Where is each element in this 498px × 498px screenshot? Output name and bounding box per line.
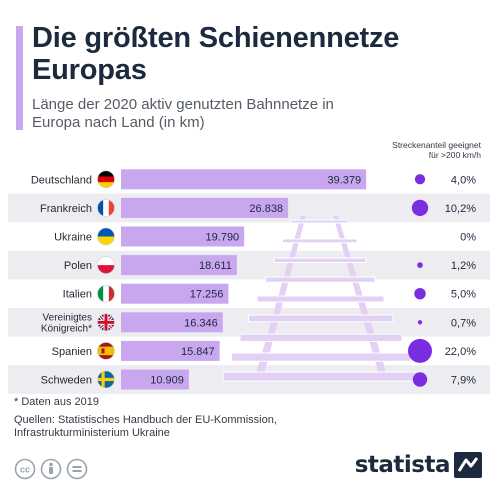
railway-sleeper bbox=[248, 314, 394, 323]
share-percent-label: 22,0% bbox=[445, 346, 476, 358]
flag-poland-icon bbox=[97, 256, 115, 274]
bar bbox=[121, 197, 289, 218]
railway-sleeper bbox=[265, 276, 376, 283]
svg-text:cc: cc bbox=[20, 465, 30, 475]
chart-row: Schweden 10.909 7,9% bbox=[41, 369, 476, 390]
category-label: Polen bbox=[64, 260, 92, 272]
share-percent-label: 0,7% bbox=[451, 317, 476, 329]
footnote: * Daten aus 2019 bbox=[14, 396, 100, 408]
statista-logo[interactable]: statista bbox=[355, 452, 482, 478]
share-percent-label: 0% bbox=[460, 232, 476, 244]
railway-sleeper bbox=[282, 238, 358, 244]
share-bubble bbox=[414, 287, 426, 300]
share-percent-label: 10,2% bbox=[445, 203, 476, 215]
row-band bbox=[8, 308, 490, 337]
chart-row: Vereinigtes Königreich* 16.346 0,7% bbox=[41, 312, 476, 334]
category-label: Frankreich bbox=[40, 203, 92, 215]
railway-sleeper bbox=[256, 295, 385, 303]
bar-value-label: 15.847 bbox=[181, 346, 215, 358]
chart-row: Frankreich 26.838 10,2% bbox=[40, 197, 476, 218]
share-bubble bbox=[414, 174, 426, 185]
category-label: Spanien bbox=[52, 346, 92, 358]
flag-sweden-icon bbox=[97, 371, 115, 388]
railway-sleeper bbox=[290, 219, 349, 224]
title-accent-bar bbox=[16, 26, 23, 130]
category-label: Schweden bbox=[41, 375, 92, 387]
railway-sleeper bbox=[273, 257, 367, 263]
attribution-icon[interactable] bbox=[40, 458, 62, 480]
share-bubble bbox=[417, 320, 423, 325]
railway-track-illustration bbox=[222, 216, 421, 382]
share-percent-label: 4,0% bbox=[451, 174, 476, 186]
category-label: Vereinigtes Königreich* bbox=[41, 312, 92, 334]
share-percent-label: 1,2% bbox=[451, 260, 476, 272]
cc-icon[interactable]: cc bbox=[14, 458, 36, 480]
category-label: Italien bbox=[63, 289, 92, 301]
railway-sleeper bbox=[239, 333, 403, 342]
bar bbox=[121, 283, 229, 304]
flag-spain-icon bbox=[97, 342, 115, 360]
chart-row: Spanien 15.847 22,0% bbox=[52, 338, 476, 363]
bar-value-label: 10.909 bbox=[150, 375, 184, 387]
statista-mark-icon bbox=[454, 452, 482, 478]
share-bubble bbox=[412, 372, 428, 387]
share-header-line2: für >200 km/h bbox=[428, 150, 481, 160]
share-column-header: Streckenanteil geeignet für >200 km/h bbox=[321, 140, 481, 160]
category-label: Deutschland bbox=[31, 174, 92, 186]
bar-value-label: 16.346 bbox=[184, 317, 218, 329]
bar-value-label: 39.379 bbox=[327, 174, 361, 186]
category-label: Ukraine bbox=[54, 232, 92, 244]
railway-sleeper bbox=[222, 371, 421, 382]
chart-row: Ukraine 19.790 0% bbox=[54, 226, 476, 247]
flag-france-icon bbox=[97, 199, 115, 217]
page-subtitle: Länge der 2020 aktiv genutzten Bahnnetze… bbox=[32, 96, 334, 131]
share-bubble bbox=[408, 338, 432, 363]
share-bubble bbox=[417, 262, 423, 268]
chart-rows: Deutschland 39.379 4,0% Frankreich 26.838 10,… bbox=[31, 169, 476, 390]
flag-ukraine-icon bbox=[97, 228, 115, 245]
bar bbox=[121, 169, 367, 190]
chart-row: Polen 18.611 1,2% bbox=[64, 255, 476, 276]
brand-wordmark: statista bbox=[354, 452, 451, 478]
chart-row: Italien 17.256 5,0% bbox=[63, 283, 476, 304]
share-header-line1: Streckenanteil geeignet bbox=[392, 140, 481, 150]
bar-value-label: 19.790 bbox=[206, 232, 240, 244]
bar bbox=[121, 226, 245, 247]
railway-sleeper bbox=[231, 352, 412, 362]
bar bbox=[121, 255, 237, 276]
page-title: Die größten Schienennetze Europas bbox=[32, 22, 400, 86]
source-line: Infrastrukturministerium Ukraine bbox=[14, 427, 170, 439]
bar bbox=[121, 369, 189, 390]
bar-value-label: 18.611 bbox=[199, 260, 232, 272]
bar bbox=[121, 340, 220, 361]
bar bbox=[121, 312, 223, 333]
license-icons: cc bbox=[14, 458, 90, 485]
chart-row: Deutschland 39.379 4,0% bbox=[31, 169, 476, 190]
share-bubble bbox=[411, 199, 429, 217]
row-band bbox=[8, 250, 490, 280]
bar-value-label: 26.838 bbox=[249, 203, 283, 215]
share-percent-label: 7,9% bbox=[451, 375, 476, 387]
bar-value-label: 17.256 bbox=[190, 289, 224, 301]
source-line: Quellen: Statistisches Handbuch der EU-K… bbox=[14, 414, 277, 426]
flag-germany-icon bbox=[97, 170, 115, 188]
flag-italy-icon bbox=[97, 285, 115, 303]
flag-united-kingdom-icon bbox=[97, 313, 115, 331]
share-percent-label: 5,0% bbox=[451, 289, 476, 301]
no-derivatives-icon[interactable] bbox=[66, 458, 88, 480]
sources: Quellen: Statistisches Handbuch der EU-K… bbox=[14, 414, 334, 440]
